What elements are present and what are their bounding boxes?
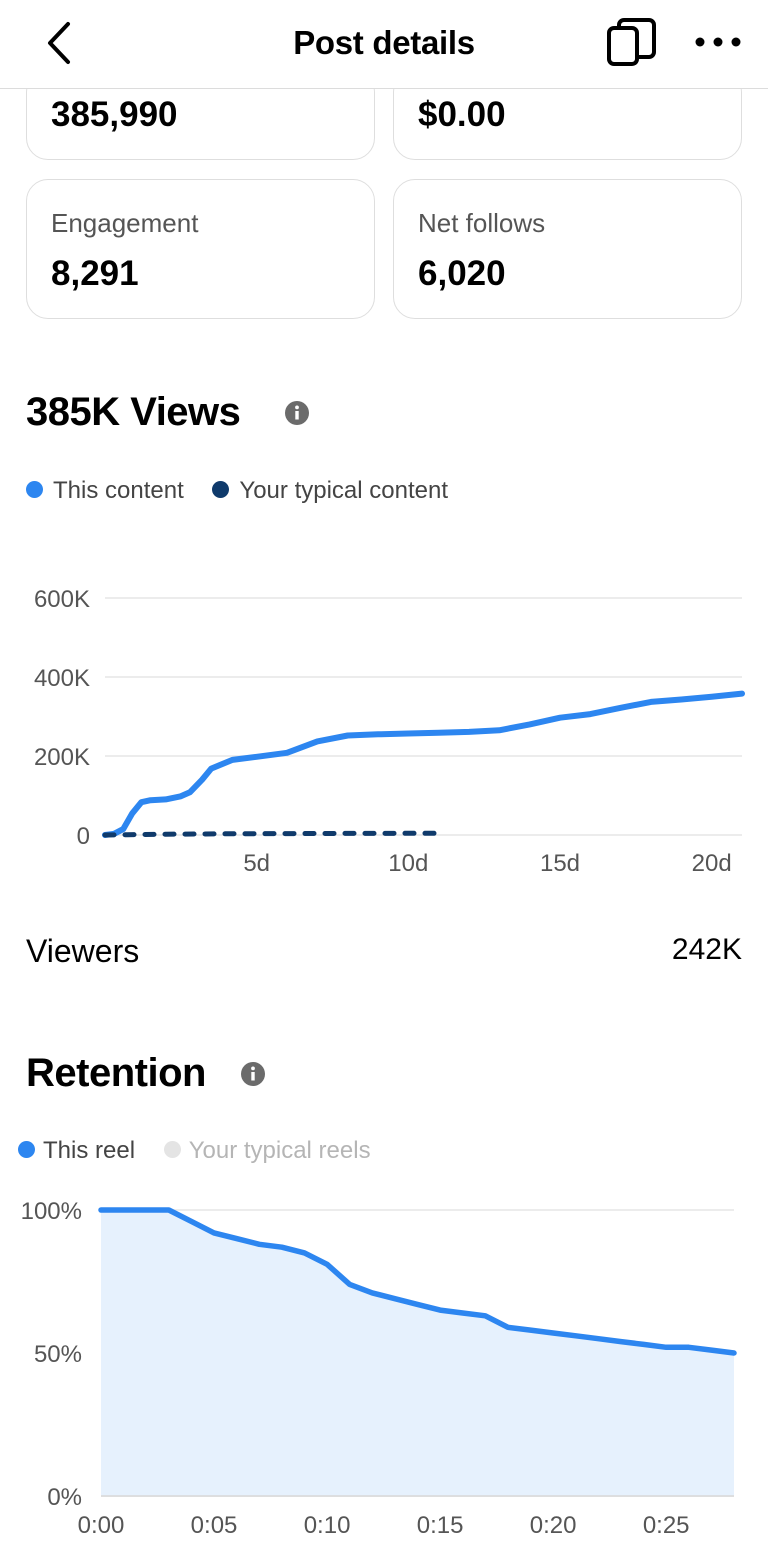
copy-button[interactable] <box>604 16 660 70</box>
x-tick-label: 0:20 <box>530 1512 577 1539</box>
metric-value: $0.00 <box>418 95 506 134</box>
y-tick-label: 200K <box>34 744 90 771</box>
y-tick-label: 600K <box>34 586 90 613</box>
legend-item-this-reel: This reel <box>18 1137 135 1165</box>
legend-label: This content <box>53 477 184 504</box>
retention-title: Retention <box>26 1051 206 1095</box>
y-tick-label: 0% <box>47 1484 82 1511</box>
retention-chart: 100% 50% 0%0:00 0:05 0:10 0:15 0:20 0:25 <box>21 1198 737 1539</box>
top-bar: Post details <box>0 0 768 89</box>
legend-label: This reel <box>43 1137 136 1164</box>
legend-item-this-content: This content <box>26 477 184 505</box>
series-line-typical-content <box>102 830 442 838</box>
chevron-left-icon <box>48 22 70 64</box>
viewers-value: 242K <box>671 933 742 966</box>
legend-label: Your typical content <box>239 477 448 504</box>
legend-item-typical-content: Your typical content <box>212 477 448 505</box>
back-button[interactable] <box>38 18 82 68</box>
metric-value: 6,020 <box>418 254 506 293</box>
x-tick-label: 15d <box>540 850 580 877</box>
y-tick-label: 100% <box>21 1198 82 1225</box>
views-title: 385K Views <box>26 390 241 434</box>
x-tick-label: 10d <box>388 850 428 877</box>
metric-card-engagement[interactable]: Engagement 8,291 <box>26 179 375 319</box>
legend-dot <box>18 1141 35 1159</box>
info-icon[interactable] <box>240 1061 266 1087</box>
metric-label: Engagement <box>51 208 199 238</box>
y-tick-label: 400K <box>34 665 90 692</box>
more-options-button[interactable] <box>692 20 744 64</box>
x-tick-label: 5d <box>243 850 270 877</box>
legend-dot <box>163 1141 181 1159</box>
series-area-this-reel <box>101 1210 734 1496</box>
x-tick-label: 0:10 <box>304 1512 351 1539</box>
viewers-label: Viewers <box>26 933 140 969</box>
legend-dot <box>212 481 230 499</box>
y-tick-label: 50% <box>34 1341 82 1368</box>
info-icon[interactable] <box>284 400 310 426</box>
series-line-this-content <box>102 690 745 838</box>
x-tick-label: 0:25 <box>643 1512 690 1539</box>
legend-dot <box>26 481 43 499</box>
metric-card-net-follows[interactable]: Net follows 6,020 <box>393 179 742 319</box>
page-title: Post details <box>293 24 475 61</box>
x-tick-label: 20d <box>692 850 732 877</box>
x-tick-label: 0:15 <box>417 1512 464 1539</box>
retention-legend: This reel Your typical reels <box>18 1137 393 1165</box>
metric-value: 385,990 <box>51 95 178 134</box>
more-horizontal-icon <box>695 37 741 47</box>
legend-item-typical-reels: Your typical reels <box>163 1137 371 1165</box>
views-chart: 600K 400K 200K 0 5d 10d 15d 20d <box>34 586 745 877</box>
y-tick-label: 0 <box>77 823 90 850</box>
x-tick-label: 0:00 <box>78 1512 125 1539</box>
metric-value: 8,291 <box>51 254 139 293</box>
series-line-this-reel <box>98 1207 737 1356</box>
views-legend: This content Your typical content <box>26 477 470 505</box>
metric-label: Net follows <box>418 208 546 238</box>
copy-icon <box>607 18 656 66</box>
x-tick-label: 0:05 <box>191 1512 238 1539</box>
legend-label: Your typical reels <box>188 1137 371 1164</box>
